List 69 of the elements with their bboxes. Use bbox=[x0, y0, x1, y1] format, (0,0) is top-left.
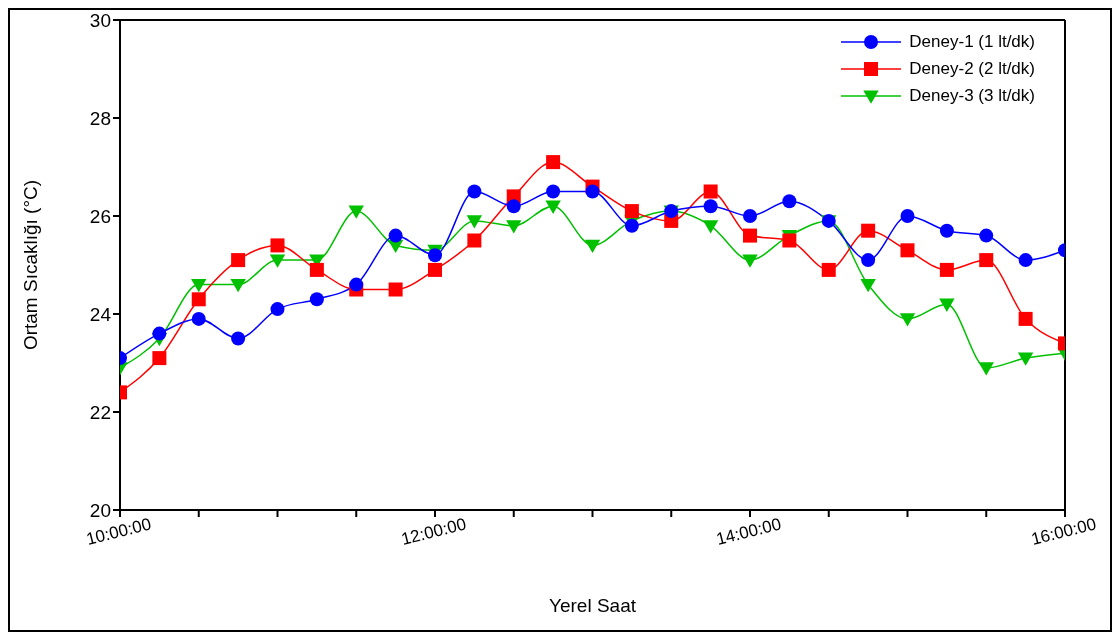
point bbox=[703, 199, 718, 214]
point bbox=[900, 243, 915, 258]
y-tick-label: 22 bbox=[89, 401, 111, 423]
point bbox=[782, 233, 797, 248]
point bbox=[900, 209, 915, 223]
point bbox=[152, 351, 167, 366]
point bbox=[743, 209, 757, 223]
point bbox=[348, 205, 364, 219]
point bbox=[742, 254, 758, 268]
point bbox=[467, 233, 482, 248]
point bbox=[428, 248, 442, 263]
point bbox=[702, 220, 719, 234]
point bbox=[231, 253, 246, 268]
point bbox=[428, 262, 442, 277]
point bbox=[978, 362, 994, 376]
point bbox=[231, 331, 246, 346]
point bbox=[624, 218, 639, 233]
point bbox=[466, 215, 483, 229]
point bbox=[899, 313, 916, 327]
point bbox=[624, 204, 639, 219]
point bbox=[152, 326, 167, 341]
point bbox=[743, 228, 757, 243]
point bbox=[467, 184, 482, 199]
y-tick-label: 28 bbox=[89, 107, 111, 129]
point bbox=[388, 228, 403, 243]
point bbox=[979, 253, 994, 268]
point bbox=[1017, 352, 1034, 366]
y-tick-label: 30 bbox=[89, 9, 111, 31]
y-tick-label: 24 bbox=[89, 303, 112, 325]
legend-label: Deney-1 (1 lt/dk) bbox=[909, 31, 1035, 52]
point bbox=[191, 279, 207, 293]
point bbox=[584, 239, 601, 254]
point bbox=[939, 223, 954, 238]
legend-label: Deney-3 (3 lt/dk) bbox=[909, 85, 1035, 106]
point bbox=[939, 298, 955, 312]
x-tick-label: 16:00:00 bbox=[1029, 514, 1099, 549]
point bbox=[269, 254, 286, 268]
point bbox=[939, 262, 954, 277]
point bbox=[585, 184, 600, 199]
point bbox=[860, 279, 876, 293]
point bbox=[821, 262, 836, 277]
y-tick-label: 20 bbox=[89, 499, 111, 521]
point bbox=[703, 184, 718, 199]
point bbox=[506, 199, 521, 214]
y-tick-label: 26 bbox=[89, 205, 111, 227]
point bbox=[545, 200, 561, 214]
point bbox=[349, 277, 364, 292]
point bbox=[309, 262, 324, 277]
point bbox=[191, 311, 206, 326]
point bbox=[861, 223, 876, 238]
point bbox=[191, 292, 206, 307]
point bbox=[309, 292, 324, 307]
point bbox=[506, 220, 522, 234]
y-axis-title: Ortam Sıcaklığı (°C) bbox=[19, 179, 41, 351]
point bbox=[782, 194, 797, 209]
x-tick-label: 12:00:00 bbox=[399, 514, 469, 549]
point bbox=[270, 238, 285, 253]
point bbox=[546, 184, 561, 199]
legend-label: Deney-2 (2 lt/dk) bbox=[909, 58, 1035, 79]
point bbox=[230, 279, 246, 293]
x-tick-label: 14:00:00 bbox=[714, 514, 784, 549]
point bbox=[1018, 253, 1033, 268]
point bbox=[270, 302, 285, 317]
x-axis-title: Yerel Saat bbox=[549, 595, 637, 616]
point bbox=[546, 155, 561, 170]
point bbox=[388, 282, 403, 297]
point bbox=[861, 253, 876, 268]
point bbox=[1018, 311, 1033, 326]
point bbox=[979, 228, 994, 243]
